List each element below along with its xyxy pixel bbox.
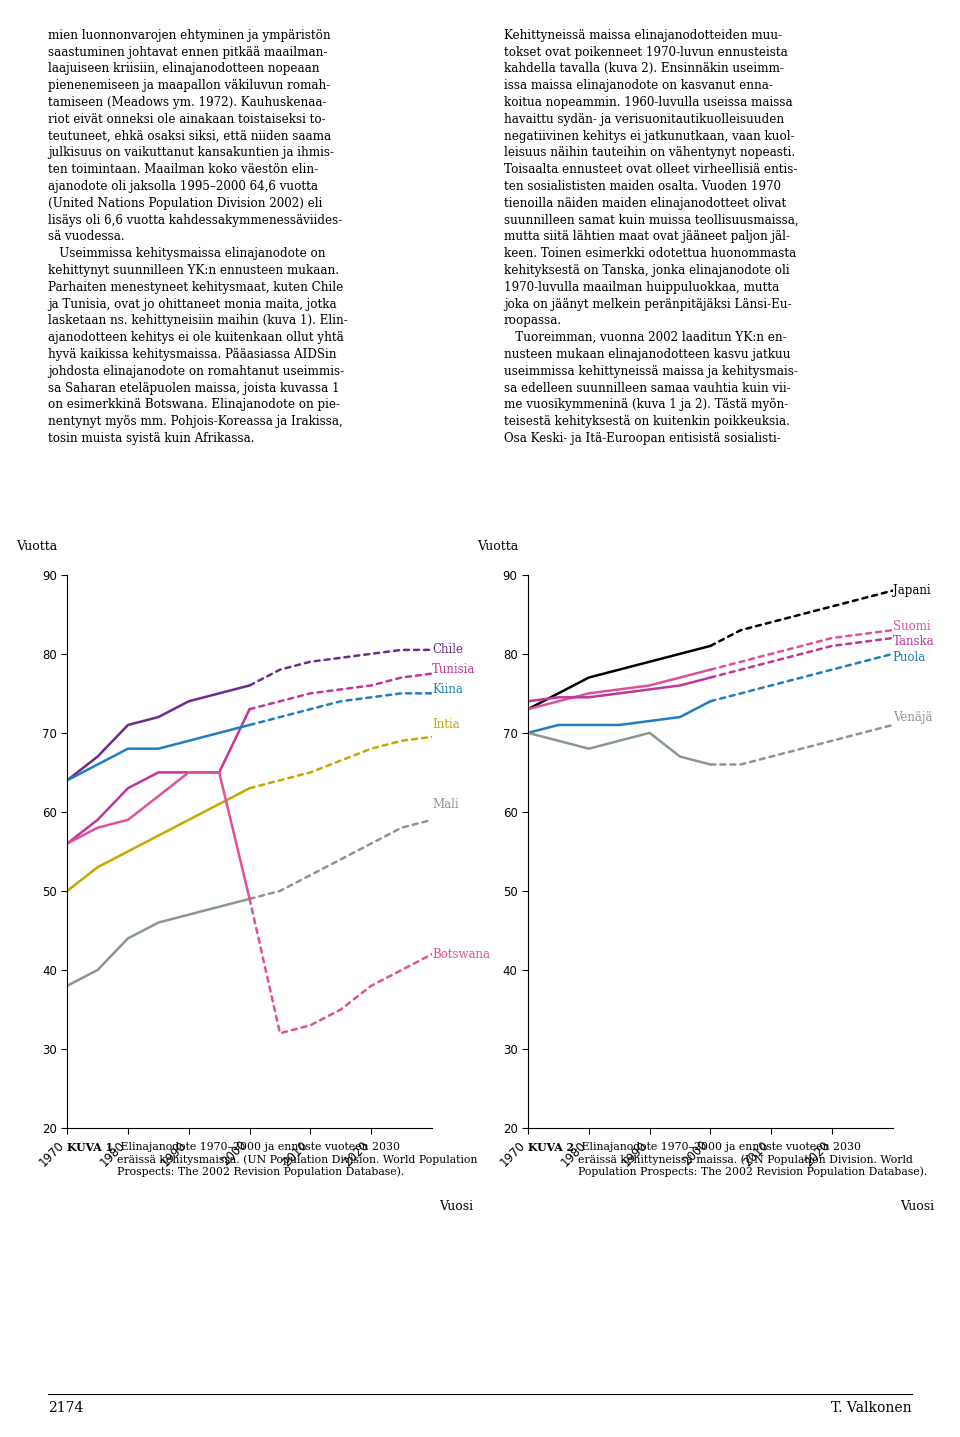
Text: Tanska: Tanska xyxy=(893,635,934,648)
Text: Botswana: Botswana xyxy=(432,947,490,961)
Text: Vuosi: Vuosi xyxy=(900,1200,934,1213)
Text: Kiina: Kiina xyxy=(432,683,463,696)
Text: Tunisia: Tunisia xyxy=(432,662,475,677)
Text: Suomi: Suomi xyxy=(893,619,930,632)
Text: T. Valkonen: T. Valkonen xyxy=(831,1401,912,1415)
Text: Intia: Intia xyxy=(432,718,460,731)
Text: Vuotta: Vuotta xyxy=(16,540,58,553)
Text: Venäjä: Venäjä xyxy=(893,710,932,724)
Text: mien luonnonvarojen ehtyminen ja ympäristön
saastuminen johtavat ennen pitkää ma: mien luonnonvarojen ehtyminen ja ympäris… xyxy=(48,29,348,445)
Text: Elinajanodote 1970–2000 ja ennuste vuoteen 2030
eräissä kehitysmaissa. (UN Popul: Elinajanodote 1970–2000 ja ennuste vuote… xyxy=(117,1142,477,1177)
Text: Kehittyneissä maissa elinajanodotteiden muu-
tokset ovat poikenneet 1970-luvun e: Kehittyneissä maissa elinajanodotteiden … xyxy=(504,29,799,445)
Text: Mali: Mali xyxy=(432,798,459,810)
Text: Vuotta: Vuotta xyxy=(477,540,518,553)
Text: Japani: Japani xyxy=(893,583,930,598)
Text: Puola: Puola xyxy=(893,651,926,664)
Text: Vuosi: Vuosi xyxy=(440,1200,473,1213)
Text: Chile: Chile xyxy=(432,644,463,657)
Text: KUVA 1.: KUVA 1. xyxy=(67,1142,117,1154)
Text: KUVA 2.: KUVA 2. xyxy=(528,1142,578,1154)
Text: 2174: 2174 xyxy=(48,1401,84,1415)
Text: Elinajanodote 1970–2000 ja ennuste vuoteen 2030
eräissä kehittyneissä maissa. (U: Elinajanodote 1970–2000 ja ennuste vuote… xyxy=(578,1142,927,1177)
